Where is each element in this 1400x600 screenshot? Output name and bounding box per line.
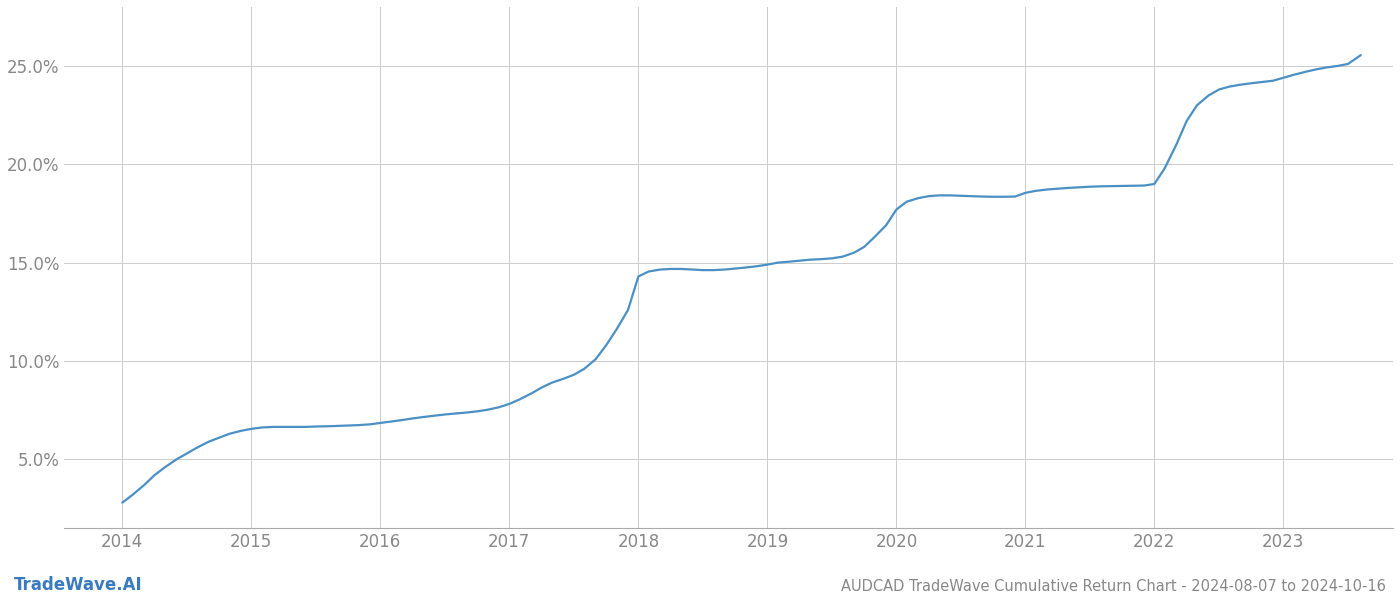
Text: AUDCAD TradeWave Cumulative Return Chart - 2024-08-07 to 2024-10-16: AUDCAD TradeWave Cumulative Return Chart…	[841, 579, 1386, 594]
Text: TradeWave.AI: TradeWave.AI	[14, 576, 143, 594]
